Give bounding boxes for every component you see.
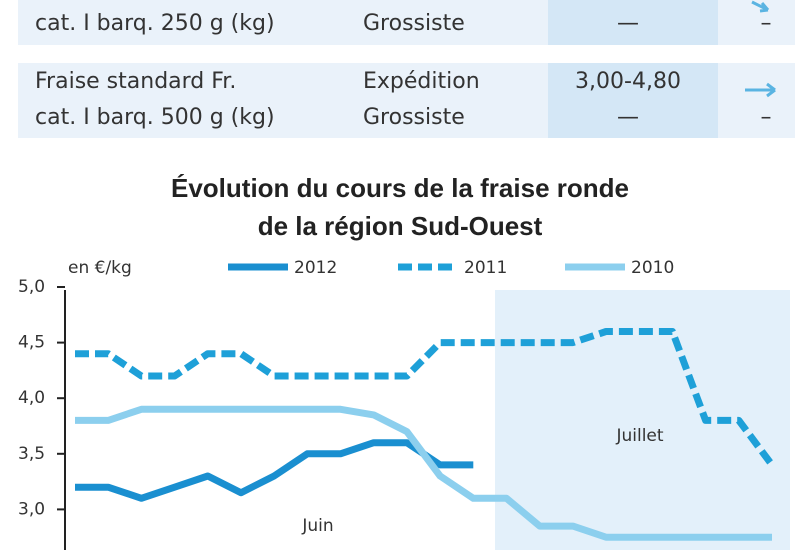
cell-text: Expédition bbox=[363, 69, 480, 94]
cell-text: — bbox=[617, 11, 639, 36]
chart: Évolution du cours de la fraise ronde de … bbox=[18, 173, 775, 550]
trend: – bbox=[761, 105, 772, 130]
series-line bbox=[75, 439, 474, 502]
annotation: Juin bbox=[301, 516, 333, 536]
y-tick-label: 5,0 bbox=[18, 277, 45, 297]
y-tick-label: 3,5 bbox=[18, 444, 45, 464]
cell-text: — bbox=[617, 105, 639, 130]
cell-text: cat. I barq. 250 g (kg) bbox=[35, 11, 275, 36]
annotation: Juillet bbox=[615, 426, 663, 446]
y-tick-label: 4,0 bbox=[18, 388, 45, 408]
series-line bbox=[75, 328, 775, 467]
cell-text: 3,00-4,80 bbox=[575, 69, 681, 94]
y-axis-label: en €/kg bbox=[68, 258, 132, 278]
legend-label: 2010 bbox=[631, 258, 674, 278]
cell-text: Grossiste bbox=[363, 105, 465, 130]
legend-label: 2011 bbox=[464, 258, 507, 278]
chart-title: Évolution du cours de la fraise ronde bbox=[171, 173, 629, 203]
trend-arrow bbox=[745, 82, 776, 98]
trend: – bbox=[761, 11, 772, 36]
price-col bbox=[548, 0, 718, 45]
price-col bbox=[548, 63, 718, 138]
cell-text: Grossiste bbox=[363, 11, 465, 36]
y-tick-label: 4,5 bbox=[18, 333, 45, 353]
series-line bbox=[75, 405, 772, 541]
trend-arrow bbox=[751, 0, 770, 13]
cell-text: Fraise standard Fr. bbox=[35, 69, 236, 94]
cell-text: cat. I barq. 500 g (kg) bbox=[35, 105, 275, 130]
table: cat. I barq. 250 g (kg) Grossiste — – Fraise… bbox=[35, 11, 772, 130]
legend-label: 2012 bbox=[294, 258, 337, 278]
y-tick-label: 3,0 bbox=[18, 499, 45, 519]
chart-title: de la région Sud-Ouest bbox=[258, 211, 543, 241]
